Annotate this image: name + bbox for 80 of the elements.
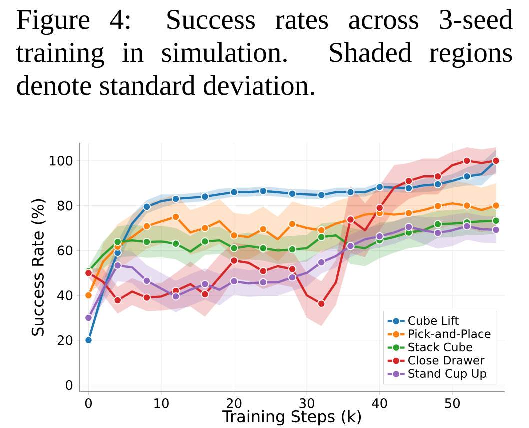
point bbox=[434, 172, 442, 181]
point bbox=[259, 187, 268, 196]
point bbox=[404, 209, 413, 218]
point bbox=[259, 267, 268, 276]
y-tick-label: 60 bbox=[58, 246, 73, 256]
point bbox=[230, 188, 238, 196]
point bbox=[318, 300, 326, 308]
point bbox=[463, 222, 472, 230]
point bbox=[230, 277, 238, 286]
point bbox=[201, 224, 210, 232]
point bbox=[376, 183, 384, 192]
point bbox=[434, 220, 442, 228]
point bbox=[142, 238, 152, 246]
y-tick-label: 20 bbox=[58, 335, 73, 346]
legend-label: Stand Cup Up bbox=[408, 369, 486, 380]
x-tick-label: 10 bbox=[154, 398, 169, 408]
x-tick-label: 40 bbox=[372, 398, 388, 408]
point bbox=[463, 172, 472, 181]
point bbox=[172, 195, 180, 204]
point bbox=[230, 256, 238, 265]
x-tick-label: 0 bbox=[85, 398, 92, 408]
point bbox=[434, 180, 442, 189]
y-axis-title: Success Rate (%) bbox=[32, 199, 46, 336]
point bbox=[318, 258, 326, 267]
point bbox=[288, 246, 297, 254]
point bbox=[142, 202, 152, 211]
point bbox=[172, 292, 180, 301]
legend-label: Stack Cube bbox=[408, 342, 473, 352]
point bbox=[84, 314, 93, 322]
point bbox=[288, 220, 297, 228]
point bbox=[404, 177, 413, 186]
point bbox=[376, 232, 384, 241]
point bbox=[142, 276, 152, 286]
point bbox=[201, 238, 210, 246]
x-tick-label: 50 bbox=[445, 398, 460, 408]
point bbox=[84, 336, 93, 344]
point bbox=[114, 262, 122, 270]
point bbox=[201, 280, 210, 288]
x-tick-label: 20 bbox=[226, 398, 242, 408]
point bbox=[259, 225, 268, 234]
legend-label: Close Drawer bbox=[408, 356, 485, 365]
chart-title: Figure 4: Success rates across 3-seed training in simulation. Shaded regions denote standard deviation. bbox=[16, 9, 513, 96]
point bbox=[434, 202, 442, 210]
point bbox=[492, 226, 500, 234]
point bbox=[288, 265, 297, 274]
point bbox=[404, 184, 413, 193]
point bbox=[318, 233, 326, 242]
point bbox=[376, 204, 384, 212]
point bbox=[142, 222, 152, 230]
point bbox=[434, 229, 442, 238]
point bbox=[259, 244, 268, 252]
point bbox=[114, 238, 122, 246]
y-tick-label: 40 bbox=[58, 290, 73, 300]
legend-label: Pick-and-Place bbox=[409, 329, 491, 338]
point bbox=[172, 240, 180, 248]
point bbox=[288, 274, 297, 282]
legend-label: Cube Lift bbox=[408, 316, 459, 326]
point bbox=[318, 191, 326, 200]
x-axis-title: Training Steps (k) bbox=[222, 410, 362, 426]
point bbox=[230, 244, 238, 252]
point bbox=[463, 202, 472, 210]
point bbox=[201, 290, 210, 298]
y-tick-label: 80 bbox=[58, 200, 73, 211]
point bbox=[288, 190, 297, 198]
point bbox=[404, 223, 413, 232]
point bbox=[492, 202, 500, 210]
point bbox=[259, 278, 268, 287]
point bbox=[114, 296, 122, 305]
y-tick-label: 100 bbox=[50, 156, 73, 166]
point bbox=[492, 216, 500, 225]
x-tick-label: 30 bbox=[300, 398, 314, 408]
y-tick-label: 0 bbox=[66, 380, 73, 390]
point bbox=[84, 291, 93, 300]
point bbox=[172, 212, 180, 222]
point bbox=[318, 226, 326, 235]
point bbox=[201, 192, 210, 201]
point bbox=[346, 188, 355, 196]
point bbox=[463, 156, 472, 165]
point bbox=[142, 294, 152, 302]
point bbox=[230, 232, 238, 240]
